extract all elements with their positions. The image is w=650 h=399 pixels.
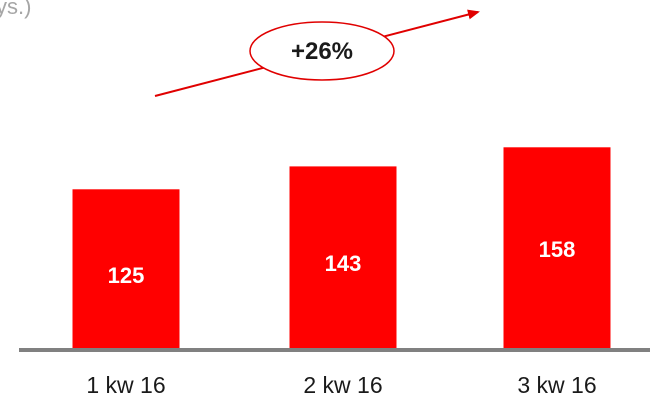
bar-value-label-3: 158	[539, 237, 576, 262]
bar-3	[503, 147, 611, 348]
x-axis-tick-labels: 1 kw 16 2 kw 16 3 kw 16	[86, 372, 596, 398]
bars-group: 125 143 158	[72, 147, 611, 349]
growth-annotation: +26%	[154, 9, 480, 97]
header-fragment: ys.)	[0, 0, 31, 19]
bar-value-label-1: 125	[108, 263, 145, 288]
bar-1	[72, 189, 180, 349]
bar-value-label-2: 143	[325, 251, 362, 276]
growth-label: +26%	[291, 38, 353, 65]
x-tick-label-2: 2 kw 16	[303, 372, 382, 398]
bar-2	[289, 166, 397, 348]
x-tick-label-1: 1 kw 16	[86, 372, 165, 398]
growth-ellipse	[249, 21, 395, 81]
x-tick-label-3: 3 kw 16	[517, 372, 596, 398]
